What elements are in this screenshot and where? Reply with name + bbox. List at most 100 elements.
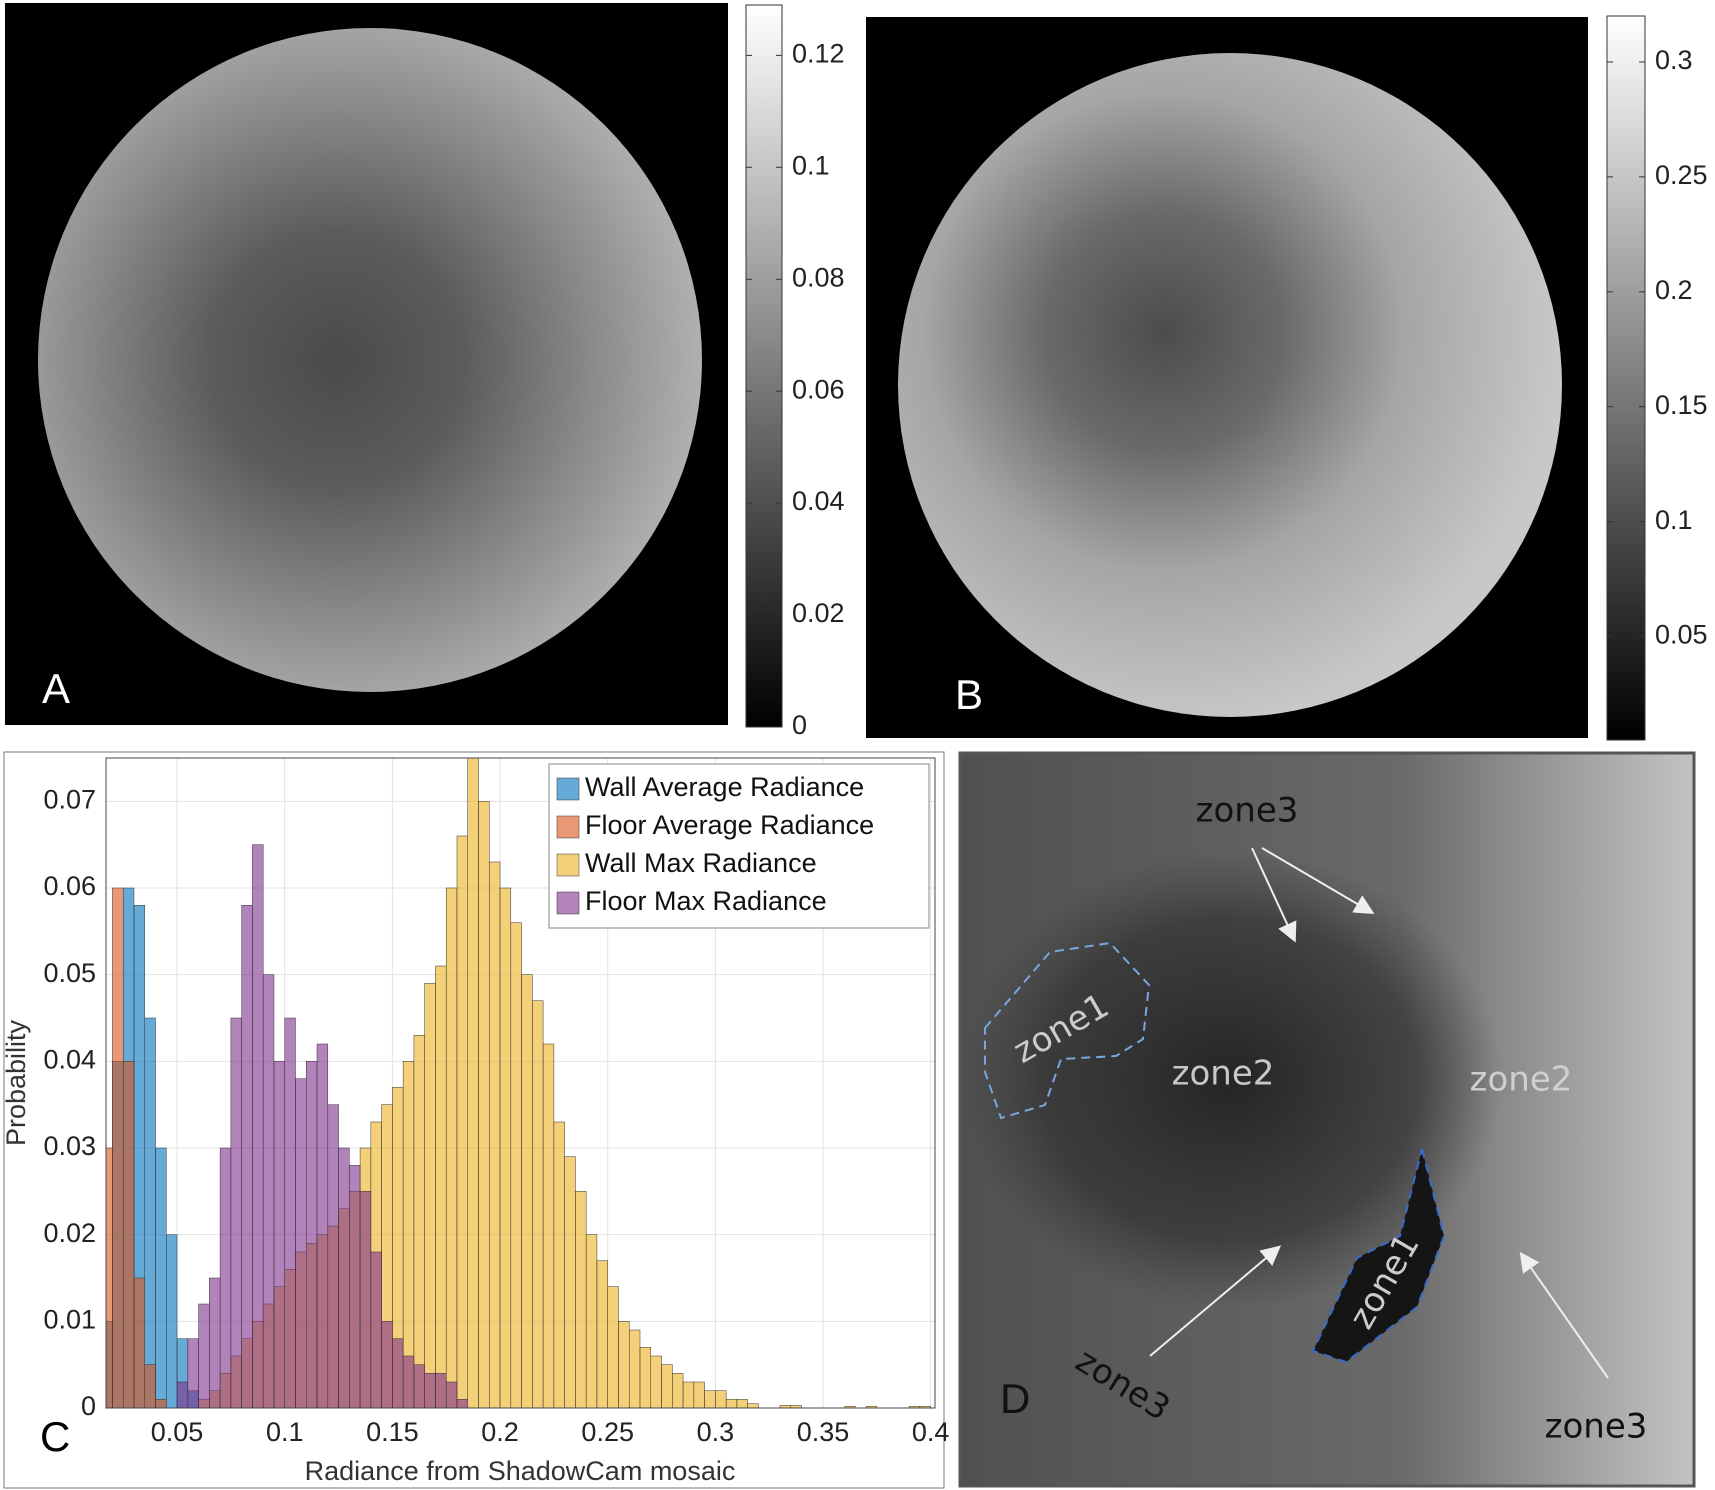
x-tick-label: 0.2 (481, 1417, 519, 1447)
bar (316, 1043, 329, 1408)
bar (155, 1399, 167, 1408)
y-tick-label: 0 (81, 1391, 96, 1421)
bar (715, 1390, 727, 1408)
legend: Wall Average Radiance Floor Average Radia… (548, 763, 930, 929)
bar (284, 1017, 296, 1408)
colorbar-tick-label: 0.3 (1655, 45, 1693, 75)
bar (155, 1147, 167, 1408)
arrow (1251, 847, 1297, 943)
x-tick-label: 0.05 (151, 1417, 204, 1447)
bar (187, 1338, 199, 1408)
bar (736, 1399, 748, 1408)
bar (725, 1399, 738, 1408)
bar (456, 835, 468, 1408)
panel-label: D (1000, 1375, 1030, 1422)
bar (122, 1061, 135, 1408)
bars (106, 758, 931, 1408)
bar (575, 1191, 587, 1408)
annotation: zone3 (1545, 1407, 1648, 1447)
bar (144, 1364, 156, 1408)
bar (747, 1403, 759, 1408)
y-tick-label: 0.07 (43, 784, 96, 814)
colorbar-tick-label: 0 (792, 710, 807, 740)
plot-border (105, 757, 936, 1409)
bar (650, 1355, 662, 1408)
y-tick-label: 0.05 (43, 958, 96, 988)
annotation: zone2 (1172, 1054, 1275, 1094)
bar (252, 844, 264, 1408)
legend-label: Floor Average Radiance (585, 810, 874, 840)
legend-label: Wall Max Radiance (585, 848, 817, 878)
bar (392, 1338, 404, 1408)
bar (585, 1234, 598, 1408)
arrow (1261, 847, 1375, 915)
bar (564, 1156, 576, 1408)
bar (435, 965, 447, 1408)
bar (209, 1277, 221, 1408)
x-axis-label: Radiance from ShadowCam mosaic (305, 1456, 736, 1486)
panel-label: C (40, 1413, 70, 1460)
bar (349, 1165, 361, 1408)
bar (381, 1321, 393, 1408)
bar (295, 1078, 307, 1408)
bar (618, 1321, 630, 1408)
bar (424, 1373, 436, 1408)
bar (553, 1121, 565, 1408)
bar (489, 861, 501, 1408)
arrow (1519, 1251, 1609, 1379)
bar (424, 983, 436, 1408)
bar (219, 1147, 232, 1408)
colorbar-tick-label: 0.2 (1655, 275, 1693, 305)
bar (790, 1405, 802, 1408)
bar (435, 1373, 447, 1408)
crater-a (38, 28, 702, 692)
annotation: zone3 (1196, 791, 1299, 831)
colorbar-tick-label: 0.08 (792, 262, 845, 292)
bar (478, 801, 490, 1408)
x-tick-label: 0.15 (366, 1417, 419, 1447)
x-tick-label: 0.4 (912, 1417, 950, 1447)
bar (327, 1104, 339, 1408)
bar (499, 887, 512, 1408)
bar (359, 1191, 372, 1408)
panel-label: A (42, 665, 70, 712)
bar (639, 1347, 652, 1408)
bar (542, 1043, 555, 1408)
bar (306, 1061, 318, 1408)
panel-label: B (955, 671, 983, 718)
colorbar-tick-label: 0.25 (1655, 160, 1708, 190)
bar (607, 1286, 619, 1408)
bar (456, 1399, 468, 1408)
legend-swatch (556, 815, 580, 839)
arrow (1149, 1245, 1282, 1357)
legend-box (548, 763, 930, 929)
bar (661, 1364, 673, 1408)
bar (532, 1000, 544, 1408)
bar (445, 1381, 458, 1408)
bar (273, 1061, 285, 1408)
legend-swatch (556, 853, 580, 877)
bar (241, 905, 253, 1408)
y-tick-label: 0.04 (43, 1044, 96, 1074)
colorbar-tick-label: 0.05 (1655, 620, 1708, 650)
colorbar-tick-label: 0.1 (1655, 505, 1693, 535)
bar (166, 1234, 178, 1408)
crater-b (898, 53, 1562, 717)
bar (413, 1364, 425, 1408)
legend-swatch (556, 891, 580, 915)
bar (844, 1406, 856, 1408)
bar (865, 1406, 878, 1408)
x-tick-label: 0.25 (581, 1417, 634, 1447)
crater-floor (960, 850, 1500, 1310)
bar (230, 1017, 242, 1408)
bar (176, 1381, 189, 1408)
bar (704, 1390, 716, 1408)
bar (521, 974, 533, 1408)
colorbar-tick-label: 0.12 (792, 38, 845, 68)
legend-label: Wall Average Radiance (585, 772, 864, 802)
bar (672, 1373, 684, 1408)
y-tick-label: 0.06 (43, 871, 96, 901)
colorbar-tick-label: 0.06 (792, 374, 845, 404)
y-tick-label: 0.01 (43, 1304, 96, 1334)
